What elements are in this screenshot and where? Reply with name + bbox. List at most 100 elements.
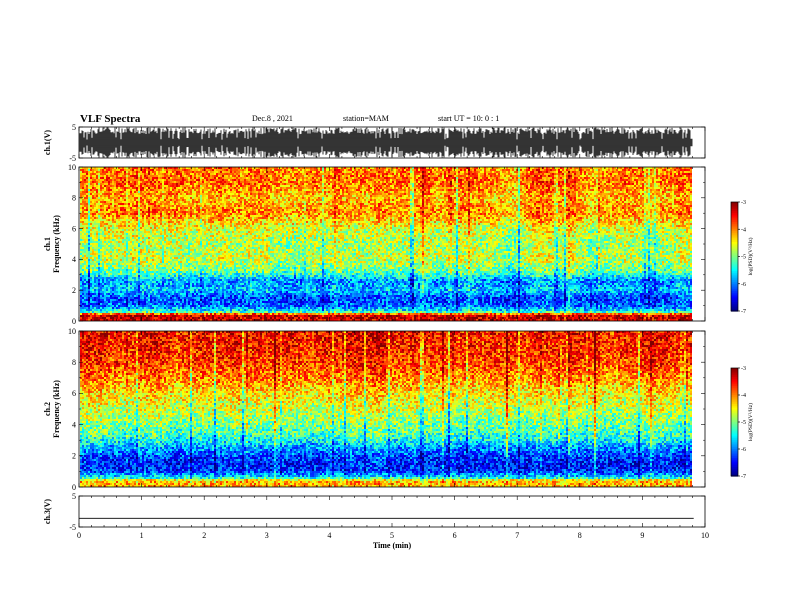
x-tick-label: 3 (265, 531, 269, 540)
y-axis-label: ch.2 (43, 402, 52, 416)
colorbar-band (731, 389, 738, 392)
x-tick-label: 10 (701, 531, 709, 540)
colorbar-band (731, 283, 738, 287)
colorbar-band (731, 373, 738, 376)
colorbar-band (731, 418, 738, 421)
colorbar-band (731, 463, 738, 466)
y-tick-label: 10 (68, 327, 76, 336)
colorbar-band (731, 393, 738, 396)
colorbar-band (731, 377, 738, 380)
colorbar-band (731, 440, 738, 443)
colorbar-band (731, 223, 738, 227)
x-tick-label: 5 (390, 531, 394, 540)
colorbar-band (731, 229, 738, 232)
colorbar-band (731, 472, 738, 475)
colorbar-band (731, 407, 738, 410)
colorbar-band (731, 249, 738, 252)
colorbar-band (731, 252, 738, 256)
colorbar-band (731, 245, 738, 249)
colorbar-band (731, 287, 738, 290)
x-tick-label: 0 (77, 531, 81, 540)
colorbar-band (731, 404, 738, 407)
colorbar-band (731, 309, 738, 312)
ch1-waveform-panel: 5 -5 ch.1(V) (43, 123, 706, 163)
ch3-waveform-panel: 5 -5 ch.3(V) (43, 492, 706, 532)
colorbar-band (731, 456, 738, 459)
colorbar-band (731, 416, 738, 419)
colorbar-band (731, 441, 738, 445)
colorbar-band (731, 291, 738, 294)
colorbar-band (731, 387, 738, 391)
figure-title: VLF Spectra (80, 113, 141, 125)
y-tick-label: 4 (72, 255, 76, 264)
colorbar-band (731, 420, 738, 423)
x-axis-title: Time (min) (373, 541, 412, 550)
date-label: Dec.8 , 2021 (252, 114, 293, 123)
colorbar-band (731, 474, 738, 477)
colorbar-band (731, 281, 738, 285)
colorbar-band (731, 384, 738, 387)
colorbar-band (731, 303, 738, 307)
colorbar-band (731, 369, 738, 373)
colorbar-band (731, 429, 738, 432)
colorbar-band (731, 207, 738, 210)
colorbar-band (731, 454, 738, 457)
colorbar-band (731, 241, 738, 245)
y-axis-label: ch.1 (43, 237, 52, 251)
colorbar-band (731, 422, 738, 425)
colorbar-band (731, 307, 738, 310)
colorbar-band (731, 218, 738, 221)
colorbar-tick-label: -7 (741, 309, 746, 315)
colorbar-tick-label: -5 (741, 255, 746, 261)
colorbar-band (731, 243, 738, 247)
y-axis-label: Frequency (kHz) (52, 215, 61, 273)
colorbar-band (731, 402, 738, 405)
colorbar-band (731, 423, 738, 427)
colorbar-band (731, 227, 738, 230)
x-tick-label: 4 (327, 531, 331, 540)
colorbar-label: log(PSD)(V²/Hz) (747, 237, 754, 275)
colorbar-band (731, 436, 738, 439)
colorbar-label: log(PSD)(V²/Hz) (747, 403, 754, 441)
colorbar-band (731, 272, 738, 276)
colorbar-band (731, 468, 738, 472)
colorbar-band (731, 225, 738, 229)
y-axis-label: ch.3(V) (43, 499, 52, 524)
colorbar-band (731, 470, 738, 473)
colorbar-band (731, 280, 738, 283)
ch1-waveform-trace (79, 127, 693, 158)
colorbar-band (731, 395, 738, 398)
colorbar-band (731, 238, 738, 241)
x-tick-label: 9 (640, 531, 644, 540)
colorbar-band (731, 247, 738, 250)
x-tick-label: 8 (578, 531, 582, 540)
colorbar-band (731, 452, 738, 455)
colorbar-band (731, 396, 738, 400)
colorbar-band (731, 305, 738, 308)
y-tick-label: -5 (69, 154, 76, 163)
colorbar-band (731, 251, 738, 254)
colorbar-band (731, 209, 738, 212)
y-tick-label: 5 (72, 492, 76, 501)
start-time-label: start UT = 10: 0 : 1 (438, 114, 500, 123)
colorbar-band (731, 378, 738, 382)
y-tick-label: 4 (72, 420, 76, 429)
colorbar-band (731, 267, 738, 270)
station-label: station=MAM (343, 114, 389, 123)
colorbar-tick-label: -3 (741, 366, 746, 372)
colorbar-band (731, 386, 738, 389)
colorbar-band (731, 409, 738, 412)
colorbar-band (731, 261, 738, 265)
colorbar-band (731, 432, 738, 436)
colorbar-band (731, 425, 738, 428)
colorbar-band (731, 298, 738, 301)
x-tick-label: 2 (202, 531, 206, 540)
colorbar-tick-label: -4 (741, 393, 746, 399)
colorbar-band (731, 296, 738, 299)
colorbar-band (731, 263, 738, 267)
colorbar-band (731, 371, 738, 374)
colorbar-band (731, 443, 738, 446)
y-tick-label: 0 (72, 317, 76, 326)
y-tick-label: 0 (72, 483, 76, 492)
colorbar-band (731, 240, 738, 243)
